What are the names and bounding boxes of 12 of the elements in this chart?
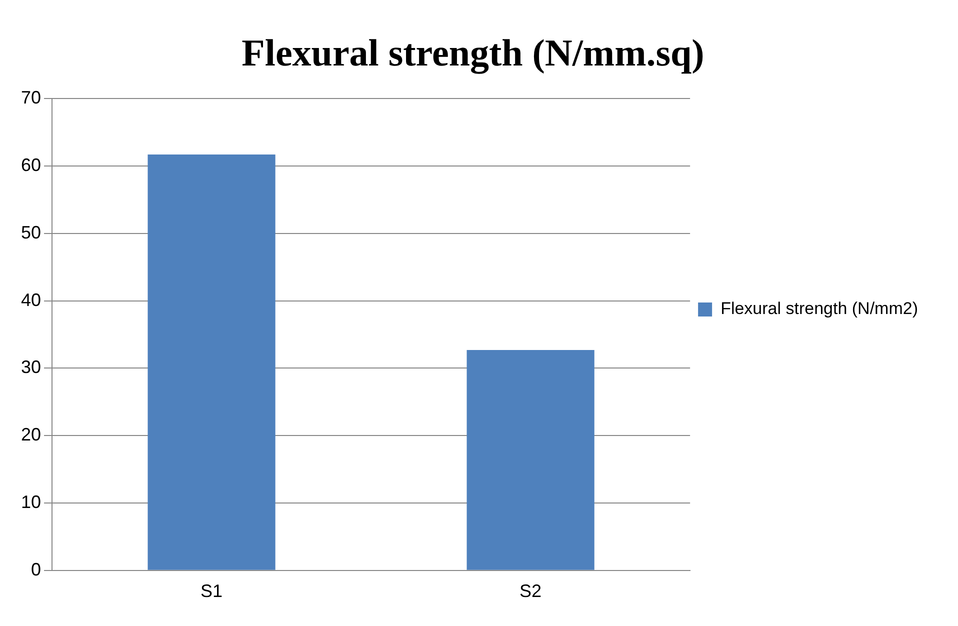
y-tick-label: 60 <box>20 154 42 175</box>
y-tick-label: 70 <box>20 88 42 108</box>
y-tick-label: 0 <box>31 559 42 580</box>
x-tick-label: S1 <box>200 581 223 602</box>
y-tick-label: 30 <box>20 357 42 378</box>
y-tick-label: 20 <box>20 424 42 445</box>
y-tick-label: 50 <box>20 222 42 242</box>
y-tick-label: 10 <box>20 492 42 512</box>
legend-label: Flexural strength (N/mm2) <box>720 299 918 318</box>
chart-title: Flexural strength (N/mm.sq) <box>242 32 704 75</box>
y-tick-label: 40 <box>20 290 42 310</box>
x-tick-label: S2 <box>520 581 542 602</box>
